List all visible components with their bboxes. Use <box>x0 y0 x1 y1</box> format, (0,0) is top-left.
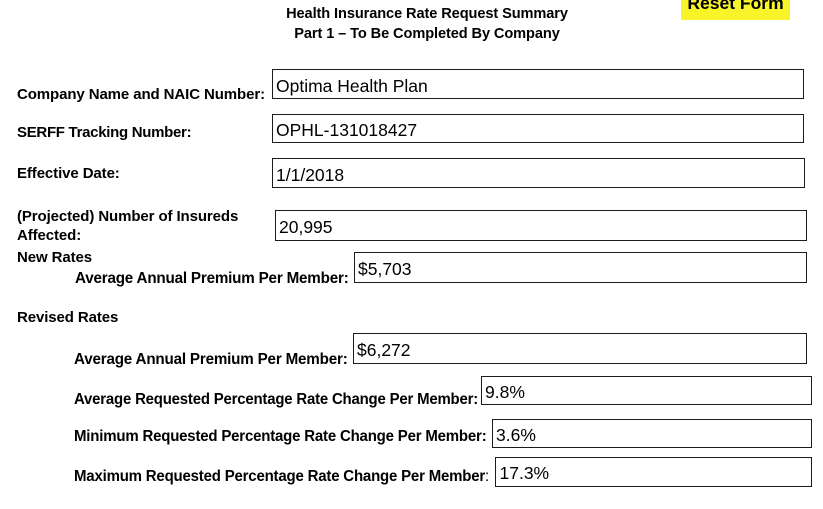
max-rate-change-label-colon: : <box>485 468 490 485</box>
max-rate-change-label-text: Maximum Requested Percentage Rate Change… <box>74 468 486 485</box>
revised-rates-heading: Revised Rates <box>17 308 119 326</box>
form-title: Health Insurance Rate Request Summary Pa… <box>177 5 677 44</box>
insureds-affected-input[interactable] <box>274 209 807 241</box>
revised-avg-premium-label: Average Annual Premium Per Member: <box>74 351 348 368</box>
max-rate-change-label: Maximum Requested Percentage Rate Change… <box>74 467 489 486</box>
min-rate-change-label: Minimum Requested Percentage Rate Change… <box>74 428 487 445</box>
new-avg-premium-input[interactable] <box>353 252 807 283</box>
avg-rate-change-label: Average Requested Percentage Rate Change… <box>74 390 479 408</box>
new-avg-premium-label: Average Annual Premium Per Member: <box>75 270 349 288</box>
company-name-input[interactable] <box>271 69 804 99</box>
max-rate-change-input[interactable] <box>495 456 812 487</box>
serff-tracking-input[interactable] <box>271 113 804 143</box>
company-name-label: Company Name and NAIC Number: <box>17 85 265 103</box>
form-title-line1: Health Insurance Rate Request Summary <box>286 6 568 22</box>
serff-tracking-label: SERFF Tracking Number: <box>17 124 192 142</box>
insureds-affected-label: (Projected) Number of Insureds Affected: <box>17 207 239 244</box>
min-rate-change-input[interactable] <box>491 419 812 448</box>
effective-date-input[interactable] <box>271 158 805 188</box>
new-rates-heading: New Rates <box>17 248 92 266</box>
form-title-line2: Part 1 – To Be Completed By Company <box>294 25 560 42</box>
reset-form-button[interactable]: Reset Form <box>681 0 790 20</box>
effective-date-label: Effective Date: <box>17 164 120 182</box>
revised-avg-premium-input[interactable] <box>352 332 807 364</box>
avg-rate-change-input[interactable] <box>480 376 812 405</box>
